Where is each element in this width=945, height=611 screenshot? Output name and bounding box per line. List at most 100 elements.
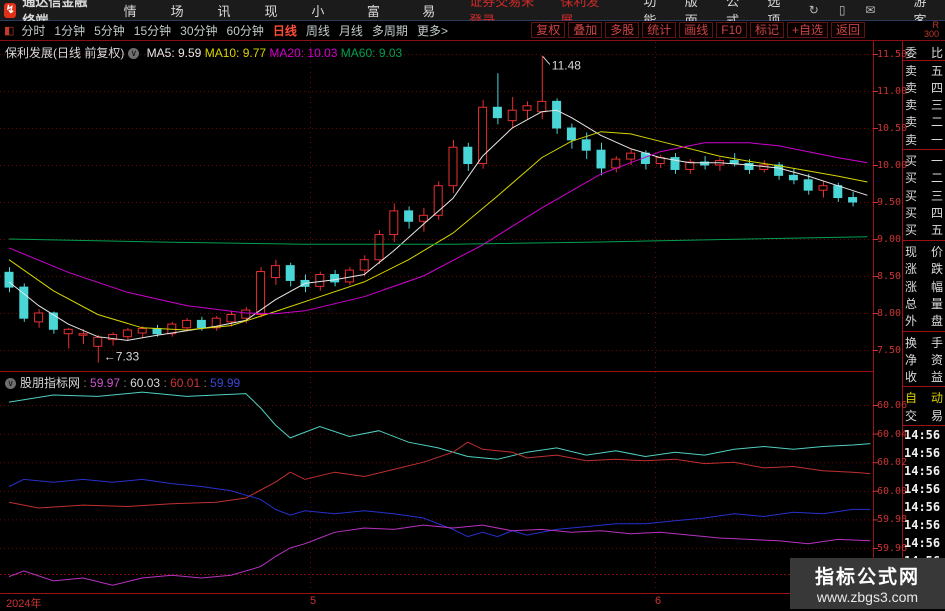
period-1分钟[interactable]: 1分钟	[54, 24, 86, 38]
menu-交易[interactable]: 交易	[422, 3, 436, 19]
tool-标记[interactable]: 标记	[749, 22, 784, 38]
sidebar-label-外盘[interactable]: 外盘	[903, 312, 945, 327]
refresh-icon[interactable]: ↻	[808, 3, 819, 17]
candle-body-down[interactable]	[848, 197, 858, 203]
sidebar-label-卖五[interactable]: 卖五	[903, 62, 945, 77]
candle-body-up[interactable]	[818, 185, 828, 191]
candle-body-down[interactable]	[566, 127, 576, 141]
candle-body-up[interactable]	[34, 312, 44, 323]
sidebar-label-现价[interactable]: 现价	[903, 243, 945, 258]
panel-toggle-icon[interactable]: ◧	[4, 25, 15, 37]
sidebar-label-总量[interactable]: 总量	[903, 295, 945, 310]
period-周线[interactable]: 周线	[305, 24, 330, 38]
candle-body-up[interactable]	[359, 259, 369, 271]
candle-body-up[interactable]	[537, 100, 547, 113]
candle-body-down[interactable]	[833, 185, 843, 199]
menu-资讯[interactable]: 资讯	[217, 3, 231, 19]
menu-行情[interactable]: 行情	[123, 3, 137, 19]
candle-body-up[interactable]	[507, 109, 517, 122]
period-60分钟[interactable]: 60分钟	[226, 24, 264, 38]
candle-body-down[interactable]	[492, 106, 502, 119]
candle-body-up[interactable]	[182, 319, 192, 329]
sidebar-label-收益[interactable]: 收益	[903, 368, 945, 383]
candle-body-up[interactable]	[108, 333, 118, 341]
candle-body-down[interactable]	[744, 163, 754, 170]
menu-发现[interactable]: 发现	[264, 3, 278, 19]
candle-body-up[interactable]	[611, 158, 621, 169]
period-15分钟[interactable]: 15分钟	[133, 24, 172, 38]
period-更多>[interactable]: 更多>	[416, 24, 448, 38]
mobile-icon[interactable]: ▯	[838, 3, 846, 17]
candle-body-up[interactable]	[522, 105, 532, 111]
period-多周期[interactable]: 多周期	[371, 24, 408, 38]
sidebar-label-涨跌[interactable]: 涨跌	[903, 260, 945, 275]
candle-body-up[interactable]	[256, 271, 266, 315]
candle-body-up[interactable]	[270, 265, 280, 278]
candle-body-up[interactable]	[626, 152, 636, 160]
candle-body-up[interactable]	[226, 313, 236, 323]
candle-body-down[interactable]	[729, 160, 739, 165]
mail-icon[interactable]: ✉	[865, 3, 876, 17]
candle-body-up[interactable]	[433, 185, 443, 216]
candle-body-down[interactable]	[19, 286, 29, 319]
candle-body-up[interactable]	[344, 269, 354, 283]
menu-市场[interactable]: 市场	[170, 3, 184, 19]
candle-body-down[interactable]	[670, 157, 680, 170]
period-日线[interactable]: 日线	[272, 24, 297, 38]
tool-复权[interactable]: 复权	[531, 22, 566, 38]
candle-body-down[interactable]	[700, 161, 710, 166]
sidebar-label-换手[interactable]: 换手	[903, 334, 945, 349]
candle-body-down[interactable]	[404, 210, 414, 222]
candle-body-up[interactable]	[93, 336, 103, 347]
collapse-indicator-icon[interactable]: ∨	[5, 378, 16, 390]
sidebar-label-卖四[interactable]: 卖四	[903, 79, 945, 94]
candle-body-down[interactable]	[330, 274, 340, 283]
sidebar-label-自动[interactable]: 自动	[903, 389, 945, 404]
candle-body-up[interactable]	[78, 333, 88, 336]
sidebar-label-涨幅[interactable]: 涨幅	[903, 278, 945, 293]
candle-body-up[interactable]	[478, 106, 488, 165]
candle-body-up[interactable]	[63, 328, 73, 335]
tool-叠加[interactable]: 叠加	[568, 22, 603, 38]
candle-body-down[interactable]	[581, 139, 591, 151]
candle-body-up[interactable]	[685, 161, 695, 170]
period-5分钟[interactable]: 5分钟	[94, 24, 125, 38]
candle-body-down[interactable]	[4, 271, 14, 288]
sidebar-label-买四[interactable]: 买四	[903, 204, 945, 219]
sidebar-label-交易[interactable]: 交易	[903, 407, 945, 422]
candle-body-up[interactable]	[241, 309, 251, 319]
candle-body-down[interactable]	[803, 179, 813, 191]
tool-返回[interactable]: 返回	[830, 22, 865, 38]
tool-F10[interactable]: F10	[716, 22, 747, 38]
candle-body-up[interactable]	[137, 328, 147, 334]
period-分时[interactable]: 分时	[21, 24, 46, 38]
candle-body-down[interactable]	[774, 164, 784, 176]
candle-body-up[interactable]	[389, 210, 399, 236]
sidebar-label-卖一[interactable]: 卖一	[903, 131, 945, 146]
candle-body-down[interactable]	[463, 146, 473, 165]
period-30分钟[interactable]: 30分钟	[180, 24, 218, 38]
sidebar-label-委比[interactable]: 委比	[903, 44, 945, 59]
indicator-name[interactable]: 股朋指标网	[20, 376, 81, 390]
tool-统计[interactable]: 统计	[642, 22, 677, 38]
candle-body-down[interactable]	[552, 100, 562, 129]
tool-多股[interactable]: 多股	[605, 22, 640, 38]
sidebar-label-卖二[interactable]: 卖二	[903, 113, 945, 128]
tool-+自选[interactable]: +自选	[786, 22, 828, 38]
sidebar-label-买三[interactable]: 买三	[903, 187, 945, 202]
candle-body-up[interactable]	[374, 234, 384, 261]
candle-body-up[interactable]	[315, 274, 325, 287]
candle-body-down[interactable]	[596, 149, 606, 169]
period-月线[interactable]: 月线	[338, 24, 363, 38]
candle-body-up[interactable]	[448, 146, 458, 187]
candle-body-down[interactable]	[285, 265, 295, 281]
sidebar-label-买五[interactable]: 买五	[903, 221, 945, 236]
sidebar-label-买二[interactable]: 买二	[903, 169, 945, 184]
candle-body-down[interactable]	[152, 328, 162, 335]
candle-body-up[interactable]	[211, 317, 221, 329]
candle-body-down[interactable]	[48, 312, 58, 330]
candle-body-up[interactable]	[418, 214, 428, 222]
sidebar-label-卖三[interactable]: 卖三	[903, 96, 945, 111]
candle-body-down[interactable]	[196, 319, 206, 329]
tool-画线[interactable]: 画线	[679, 22, 714, 38]
